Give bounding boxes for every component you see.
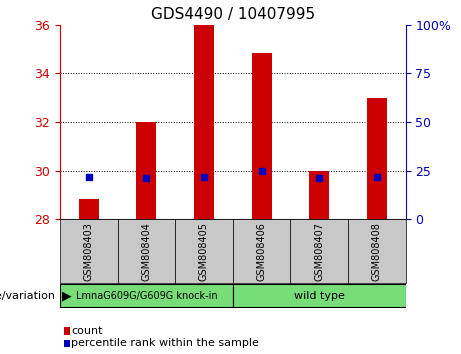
- Text: ▶: ▶: [62, 289, 72, 302]
- Bar: [175, 219, 233, 283]
- Text: GSM808405: GSM808405: [199, 222, 209, 281]
- Bar: [118, 219, 175, 283]
- Text: GSM808407: GSM808407: [314, 222, 324, 281]
- Text: percentile rank within the sample: percentile rank within the sample: [71, 338, 260, 348]
- Text: GSM808403: GSM808403: [84, 222, 94, 281]
- Text: GSM808408: GSM808408: [372, 222, 382, 281]
- Text: GSM808406: GSM808406: [257, 222, 266, 281]
- Bar: [233, 219, 290, 283]
- Bar: [194, 25, 214, 219]
- Bar: [136, 122, 156, 219]
- Text: LmnaG609G/G609G knock-in: LmnaG609G/G609G knock-in: [76, 291, 217, 301]
- Bar: [233, 285, 406, 307]
- Title: GDS4490 / 10407995: GDS4490 / 10407995: [151, 7, 315, 22]
- Text: genotype/variation: genotype/variation: [0, 291, 55, 301]
- Text: count: count: [71, 326, 103, 336]
- Bar: [60, 285, 233, 307]
- Text: GSM808404: GSM808404: [142, 222, 151, 281]
- Bar: [309, 171, 329, 219]
- Text: wild type: wild type: [294, 291, 345, 301]
- Bar: [79, 199, 99, 219]
- Bar: [367, 98, 387, 219]
- Bar: [252, 53, 272, 219]
- Bar: [60, 219, 118, 283]
- Bar: [290, 219, 348, 283]
- Bar: [348, 219, 406, 283]
